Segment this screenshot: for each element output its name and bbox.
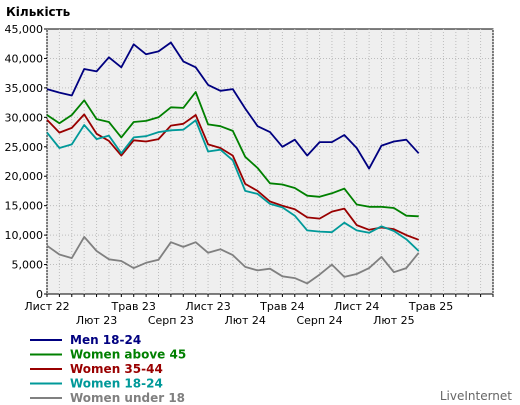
series-line-3 bbox=[46, 119, 420, 252]
x-tick-label: Лист 22 bbox=[24, 300, 69, 313]
series-lines bbox=[46, 41, 420, 285]
y-tick-label: 20,000 bbox=[5, 170, 44, 183]
legend-label: Women 18-24 bbox=[70, 377, 163, 391]
x-tick-label: Серп 24 bbox=[296, 314, 342, 327]
y-tick-label: 35,000 bbox=[5, 82, 44, 95]
y-axis-ticks: 0 5,000 10,000 15,000 20,000 25,000 30,000 35,0… bbox=[5, 23, 47, 301]
y-tick-label: 25,000 bbox=[5, 141, 44, 154]
series-line-4 bbox=[46, 235, 420, 285]
legend-label: Women under 18 bbox=[70, 391, 185, 405]
y-tick-label: 0 bbox=[36, 288, 43, 301]
y-tick-label: 30,000 bbox=[5, 111, 44, 124]
grid-lines bbox=[46, 29, 494, 294]
series-line-2 bbox=[46, 113, 420, 241]
y-tick-label: 15,000 bbox=[5, 200, 44, 213]
x-tick-label: Трав 24 bbox=[259, 300, 304, 313]
legend-label: Women 35-44 bbox=[70, 362, 163, 376]
series-line-1 bbox=[46, 91, 419, 218]
y-tick-label: 45,000 bbox=[5, 23, 44, 36]
y-tick-label: 40,000 bbox=[5, 52, 44, 65]
y-tick-label: 5,000 bbox=[12, 259, 44, 272]
x-tick-label: Лист 24 bbox=[334, 300, 379, 313]
y-tick-label: 10,000 bbox=[5, 229, 44, 242]
x-tick-label: Лют 23 bbox=[76, 314, 117, 327]
x-tick-label: Трав 23 bbox=[111, 300, 156, 313]
x-tick-label: Лют 25 bbox=[373, 314, 414, 327]
x-tick-label: Трав 25 bbox=[408, 300, 453, 313]
legend-label: Women above 45 bbox=[70, 348, 186, 362]
liveinternet-brand: LiveInternet bbox=[440, 389, 512, 403]
x-tick-label: Лют 24 bbox=[225, 314, 266, 327]
y-axis-title: Кількість bbox=[6, 5, 71, 19]
x-tick-label: Серп 23 bbox=[148, 314, 194, 327]
series-line-0 bbox=[46, 41, 420, 170]
x-tick-label: Лист 23 bbox=[185, 300, 230, 313]
legend-label: Men 18-24 bbox=[70, 333, 141, 347]
